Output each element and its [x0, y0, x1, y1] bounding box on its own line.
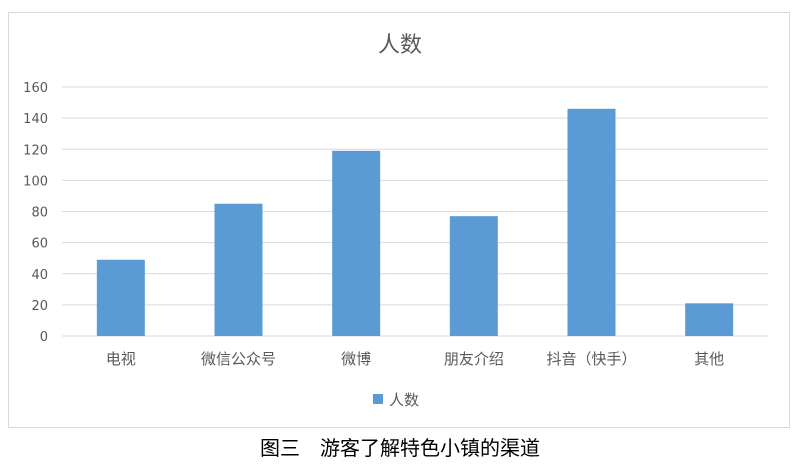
y-tick-label: 120: [23, 143, 48, 158]
y-tick-label: 80: [31, 206, 48, 221]
bar: [96, 259, 145, 336]
chart-frame: [8, 12, 790, 428]
x-tick-label: 微信公众号: [201, 350, 276, 368]
y-tick-label: 0: [40, 330, 48, 345]
chart-title: 人数: [378, 33, 422, 58]
y-tick-label: 160: [23, 81, 48, 96]
y-tick-label: 100: [23, 174, 48, 189]
x-tick-label: 电视: [106, 350, 136, 368]
y-tick-label: 140: [23, 112, 48, 127]
x-tick-label: 微博: [341, 350, 371, 368]
bar: [332, 150, 381, 336]
bar-chart: 人数 0 20 40 60 80 100 120 140 160 电视 微信公众号 微博 朋友介绍 抖音…: [23, 33, 768, 409]
y-tick-label: 60: [31, 237, 48, 252]
x-tick-label: 抖音（快手）: [546, 350, 636, 368]
x-tick-label: 朋友介绍: [444, 350, 504, 368]
figure-caption: 图三 游客了解特色小镇的渠道: [260, 436, 540, 460]
legend-swatch: [373, 394, 383, 404]
y-tick-label: 20: [31, 299, 48, 314]
x-tick-label: 其他: [694, 350, 724, 368]
bar: [685, 303, 734, 336]
legend-label: 人数: [389, 391, 419, 409]
y-tick-label: 40: [31, 268, 48, 283]
bar: [449, 216, 498, 336]
bar: [214, 203, 263, 336]
bar: [567, 108, 616, 336]
